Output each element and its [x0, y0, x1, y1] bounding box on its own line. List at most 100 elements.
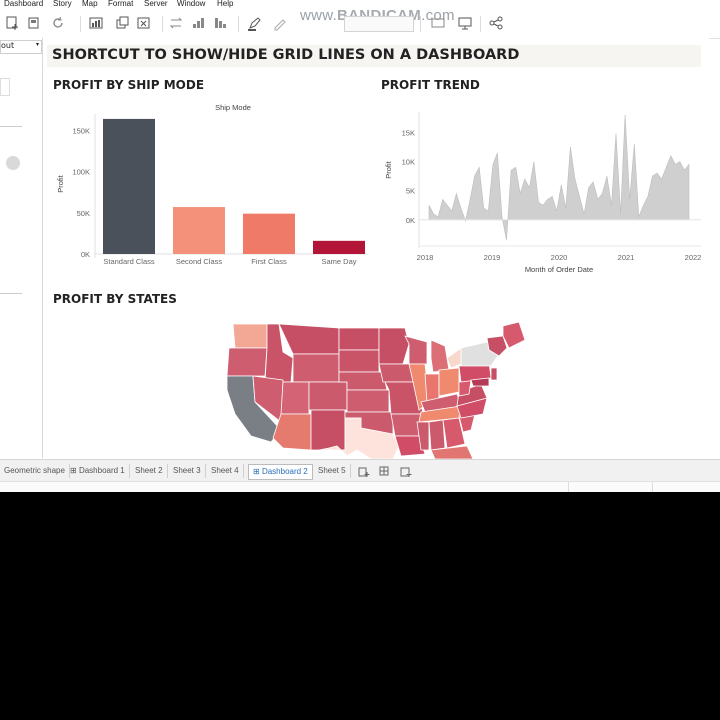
trend-y-tick: 10K: [402, 158, 415, 167]
trend-x-tick: 2018: [417, 253, 434, 262]
panel-divider: [0, 126, 22, 127]
ship-y-label: Profit: [56, 174, 65, 192]
new-sheet-icon[interactable]: [358, 466, 370, 478]
ship-y-tick: 100K: [72, 168, 90, 177]
color-swatch[interactable]: [6, 156, 20, 170]
state-ohio: [438, 367, 460, 397]
trend-y-tick: 0K: [406, 216, 415, 225]
profit-trend-chart[interactable]: Profit 0K 5K 10K 15K 2018 2019 2020 2021 2022 M…: [371, 98, 706, 278]
state-louisiana: [394, 435, 426, 457]
states-title: PROFIT BY STATES: [53, 292, 177, 306]
state-new-england: [486, 335, 508, 357]
bar-first-class[interactable]: [243, 213, 295, 254]
dashboard-title: SHORTCUT TO SHOW/HIDE GRID LINES ON A DA…: [52, 47, 520, 63]
chevron-down-icon: ▾: [35, 41, 39, 48]
state-maryland: [470, 377, 490, 387]
menu-window[interactable]: Window: [177, 0, 206, 8]
ship-mode-chart[interactable]: Ship Mode Profit 0K 50K 100K 150K Standard …: [43, 98, 373, 273]
state-mississippi: [416, 421, 430, 451]
state-texas: [318, 417, 400, 459]
state-georgia: [442, 417, 466, 449]
status-bar: [0, 481, 720, 492]
trend-y-label: Profit: [384, 160, 393, 178]
sort-ascending-icon[interactable]: [190, 15, 206, 31]
menu-dashboard[interactable]: Dashboard: [4, 0, 44, 8]
layout-select-value: out: [1, 41, 15, 50]
left-panel: out ▾: [0, 38, 43, 458]
panel-control[interactable]: [0, 78, 10, 96]
tab-sheet-2[interactable]: Sheet 2: [131, 464, 168, 478]
state-iowa: [378, 363, 414, 383]
bar-second-class[interactable]: [173, 207, 225, 254]
menu-format[interactable]: Format: [108, 0, 134, 8]
share-icon[interactable]: [488, 15, 504, 31]
us-states-map[interactable]: [221, 318, 531, 459]
dashboard-tab-icon: ⊞: [253, 467, 262, 476]
bar-same-day[interactable]: [313, 240, 365, 254]
state-south-dakota: [338, 349, 380, 373]
new-story-icon[interactable]: [400, 466, 412, 478]
fit-icon[interactable]: [430, 15, 446, 31]
dashboard-canvas: SHORTCUT TO SHOW/HIDE GRID LINES ON A DA…: [43, 38, 709, 459]
state-great-lakes-water: [446, 347, 462, 369]
tab-sheet-3[interactable]: Sheet 3: [169, 464, 206, 478]
pen-icon[interactable]: [272, 15, 288, 31]
state-colorado: [308, 381, 348, 411]
ship-category-label: Standard Class: [103, 257, 155, 266]
menu-map[interactable]: Map: [82, 0, 98, 8]
state-michigan: [430, 339, 450, 373]
sheet-tab-bar: Geometric shape ⊞ Dashboard 1 Sheet 2 Sh…: [0, 459, 720, 482]
highlight-icon[interactable]: [246, 15, 262, 31]
state-kansas: [346, 389, 390, 413]
state-maine: [502, 321, 526, 349]
duplicate-icon[interactable]: [114, 15, 130, 31]
bar-standard-class[interactable]: [103, 118, 155, 254]
trend-y-tick: 15K: [402, 128, 415, 137]
menu-server[interactable]: Server: [144, 0, 168, 8]
state-new-mexico: [310, 409, 346, 451]
sort-descending-icon[interactable]: [212, 15, 228, 31]
new-worksheet-icon[interactable]: [4, 15, 20, 31]
watermark-suffix: .com: [421, 7, 455, 24]
state-indiana: [424, 373, 440, 403]
dashboard-title-bar: SHORTCUT TO SHOW/HIDE GRID LINES ON A DA…: [47, 45, 701, 67]
tab-sheet-5[interactable]: Sheet 5: [314, 464, 351, 478]
trend-y-tick: 5K: [406, 187, 415, 196]
ship-category-label: First Class: [251, 257, 287, 266]
state-idaho: [264, 323, 294, 383]
swap-icon[interactable]: [168, 15, 184, 31]
app-window: Dashboard Story Map Format Server Window…: [0, 0, 720, 492]
tab-dashboard-1[interactable]: ⊞ Dashboard 1: [66, 464, 130, 478]
state-minnesota: [378, 327, 410, 365]
new-dashboard-tab-icon[interactable]: [379, 466, 391, 478]
state-arkansas: [390, 413, 422, 437]
tab-label: Dashboard 2: [261, 467, 308, 476]
tab-label: Dashboard 1: [78, 466, 125, 475]
state-north-dakota: [338, 327, 380, 351]
state-montana: [278, 323, 340, 355]
tab-geometric-shape[interactable]: Geometric shape: [0, 464, 70, 478]
tab-sheet-4[interactable]: Sheet 4: [207, 464, 244, 478]
bar-chart-icon[interactable]: [88, 15, 104, 31]
tab-dashboard-2[interactable]: ⊞ Dashboard 2: [248, 464, 313, 480]
clear-icon[interactable]: [136, 15, 152, 31]
menu-help[interactable]: Help: [217, 0, 234, 8]
trend-x-tick: 2020: [551, 253, 568, 262]
menu-story[interactable]: Story: [53, 0, 72, 8]
trend-x-label: Month of Order Date: [525, 265, 593, 274]
ship-y-tick: 50K: [77, 209, 90, 218]
ship-category-label: Second Class: [176, 257, 223, 266]
refresh-icon[interactable]: [50, 15, 66, 31]
panel-divider: [0, 293, 22, 294]
state-washington: [232, 323, 268, 349]
new-dashboard-icon[interactable]: [26, 15, 42, 31]
trend-x-tick: 2022: [685, 253, 702, 262]
state-virginia: [456, 383, 488, 407]
state-oregon: [226, 347, 268, 377]
black-letterbox: [0, 492, 720, 720]
toolbar: www.BANDICAM.com: [0, 7, 720, 39]
ship-category-label: Same Day: [321, 257, 356, 266]
presentation-icon[interactable]: [457, 15, 473, 31]
fit-dropdown[interactable]: [344, 16, 414, 32]
layout-select[interactable]: out ▾: [0, 40, 42, 54]
